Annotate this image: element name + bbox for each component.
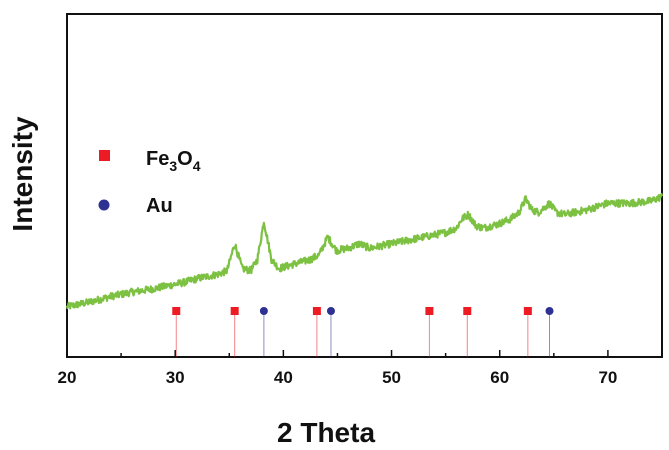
x-axis-title: 2 Theta — [277, 417, 375, 448]
fe3o4-marker — [312, 307, 321, 315]
x-tick-label: 40 — [274, 368, 293, 387]
au-marker — [326, 307, 335, 315]
legend-fe3o4-marker — [99, 150, 110, 161]
x-tick-label: 50 — [382, 368, 401, 387]
reference-lines — [172, 307, 554, 357]
xrd-series-line — [65, 193, 664, 310]
x-tick-label: 20 — [58, 368, 77, 387]
legend-au-marker — [98, 199, 110, 211]
y-axis-title: Intensity — [7, 116, 38, 232]
fe3o4-marker — [172, 307, 181, 315]
legend: Fe3O4 Au — [98, 148, 201, 217]
fe3o4-marker — [463, 307, 472, 315]
au-marker — [545, 307, 554, 315]
series-layer — [65, 193, 664, 310]
x-tick-label: 30 — [166, 368, 185, 387]
au-marker — [259, 307, 268, 315]
x-tick-label: 60 — [490, 368, 509, 387]
legend-fe3o4-label: Fe3O4 — [146, 148, 201, 174]
x-ticks: 20 30 40 50 60 70 — [58, 350, 663, 387]
fe3o4-marker — [523, 307, 532, 315]
x-tick-label: 70 — [598, 368, 617, 387]
fe3o4-marker — [425, 307, 434, 315]
legend-au-label: Au — [146, 195, 173, 217]
plot-frame — [66, 13, 663, 358]
fe3o4-marker — [230, 307, 239, 315]
